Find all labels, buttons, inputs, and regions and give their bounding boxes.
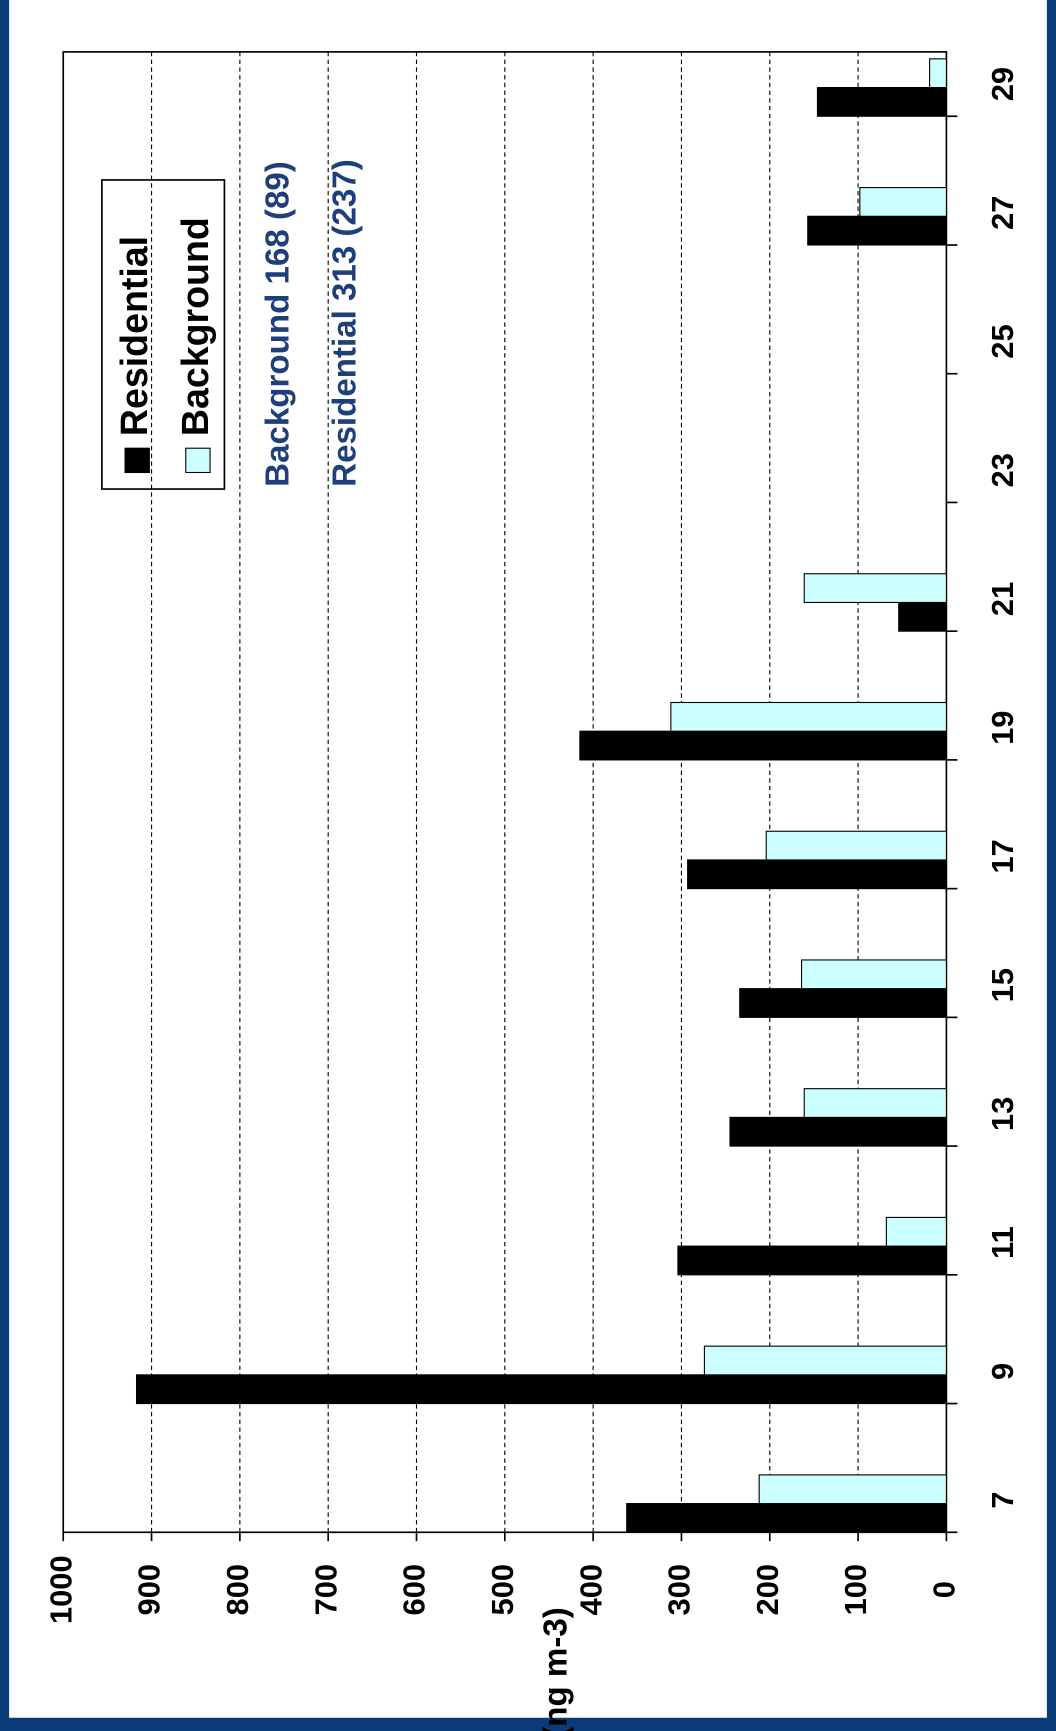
x-tick-label: 13: [985, 1097, 1020, 1131]
bar: [885, 1216, 947, 1247]
y-axis-label: (ng m-3): [538, 1607, 575, 1731]
legend-swatch: [185, 447, 211, 474]
legend-box: [101, 179, 226, 490]
annotation: Residential 313 (237): [327, 159, 364, 487]
y-tick-label: 400: [573, 1564, 608, 1616]
x-tick-label: 23: [985, 453, 1020, 487]
x-tick-label: 21: [985, 582, 1020, 616]
x-tick-label: 29: [985, 67, 1020, 101]
bar: [898, 601, 947, 632]
bar: [801, 959, 947, 990]
y-tick-label: 1000: [43, 1555, 78, 1624]
x-tick-label: 19: [985, 711, 1020, 745]
y-tick-label: 0: [927, 1581, 962, 1598]
x-tick-label: 27: [985, 196, 1020, 230]
bar: [758, 1474, 947, 1505]
y-tick-label: 900: [132, 1564, 167, 1616]
bar: [729, 1116, 947, 1147]
y-tick-label: 100: [838, 1564, 873, 1616]
bar: [803, 1088, 947, 1118]
legend-label: Residential: [113, 236, 155, 436]
y-tick-label: 500: [485, 1564, 520, 1616]
y-tick-label: 800: [220, 1564, 255, 1616]
x-tick-label: 17: [985, 839, 1020, 873]
bar: [626, 1503, 947, 1533]
legend-label: Background: [174, 217, 216, 436]
bar: [579, 730, 947, 761]
x-tick-label: 9: [985, 1363, 1020, 1380]
y-tick-label: 300: [662, 1564, 697, 1616]
y-tick-label: 200: [750, 1564, 785, 1616]
bar: [739, 988, 947, 1018]
bar: [135, 1374, 947, 1405]
bar: [765, 830, 947, 861]
y-tick-label: 600: [397, 1564, 432, 1616]
bar: [687, 859, 947, 890]
bar: [803, 573, 947, 604]
x-tick-label: 7: [985, 1492, 1020, 1509]
bar: [929, 58, 947, 89]
y-tick-label: 700: [308, 1564, 343, 1616]
bar: [670, 701, 947, 732]
bar: [816, 86, 947, 117]
bar: [677, 1245, 947, 1276]
annotation: Background 168 (89): [259, 161, 296, 487]
x-tick-label: 11: [985, 1226, 1020, 1259]
bar: [859, 187, 947, 217]
x-tick-label: 25: [985, 324, 1020, 358]
bar: [703, 1345, 947, 1376]
x-tick-label: 15: [985, 968, 1020, 1002]
legend-swatch: [124, 447, 150, 474]
bar: [807, 215, 947, 246]
